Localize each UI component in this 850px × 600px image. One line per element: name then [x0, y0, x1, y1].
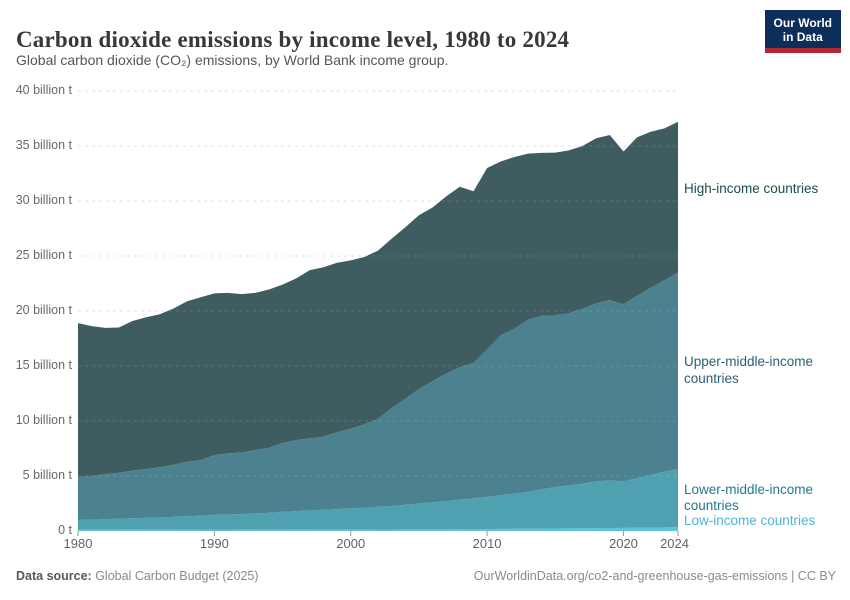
y-tick-label: 20 billion t: [15, 303, 72, 317]
series-label-low-income-countries: Low-income countries: [684, 512, 816, 528]
chart-subtitle: Global carbon dioxide (CO₂) emissions, b…: [16, 52, 449, 68]
data-source-label: Data source:: [16, 569, 92, 583]
y-tick-label: 15 billion t: [15, 358, 72, 372]
owid-logo-line2: in Data: [782, 30, 823, 44]
series-label-upper-middle-income-countries: Upper-middle-income countries: [684, 354, 814, 386]
area-upper-middle-income-countries[interactable]: [78, 272, 678, 521]
area-low-income-countries[interactable]: [78, 527, 678, 531]
owid-logo-line1: Our World: [773, 16, 832, 30]
x-tick-label: 1980: [63, 536, 93, 551]
x-tick-label: 2020: [608, 536, 638, 551]
y-tick-label: 0 t: [58, 523, 72, 537]
y-tick-label: 25 billion t: [15, 248, 72, 262]
data-source-note: Data source: Global Carbon Budget (2025): [16, 569, 259, 583]
x-tick-label: 2024: [660, 536, 689, 551]
y-tick-label: 10 billion t: [15, 413, 72, 427]
y-tick-label: 40 billion t: [15, 83, 72, 97]
x-tick-label: 2000: [336, 536, 366, 551]
page-title: Carbon dioxide emissions by income level…: [16, 27, 570, 53]
y-tick-label: 35 billion t: [15, 138, 72, 152]
x-tick-label: 2010: [472, 536, 502, 551]
data-source-value: Global Carbon Budget (2025): [91, 569, 259, 583]
x-tick-label: 1990: [199, 536, 229, 551]
y-tick-label: 5 billion t: [22, 468, 72, 482]
owid-logo[interactable]: Our World in Data: [764, 10, 841, 53]
series-label-high-income-countries: High-income countries: [684, 180, 819, 196]
area-high-income-countries[interactable]: [78, 121, 678, 478]
series-label-lower-middle-income-countries: Lower-middle-income countries: [684, 481, 814, 514]
y-tick-label: 30 billion t: [15, 193, 72, 207]
credit-link[interactable]: OurWorldinData.org/co2-and-greenhouse-ga…: [473, 569, 836, 583]
